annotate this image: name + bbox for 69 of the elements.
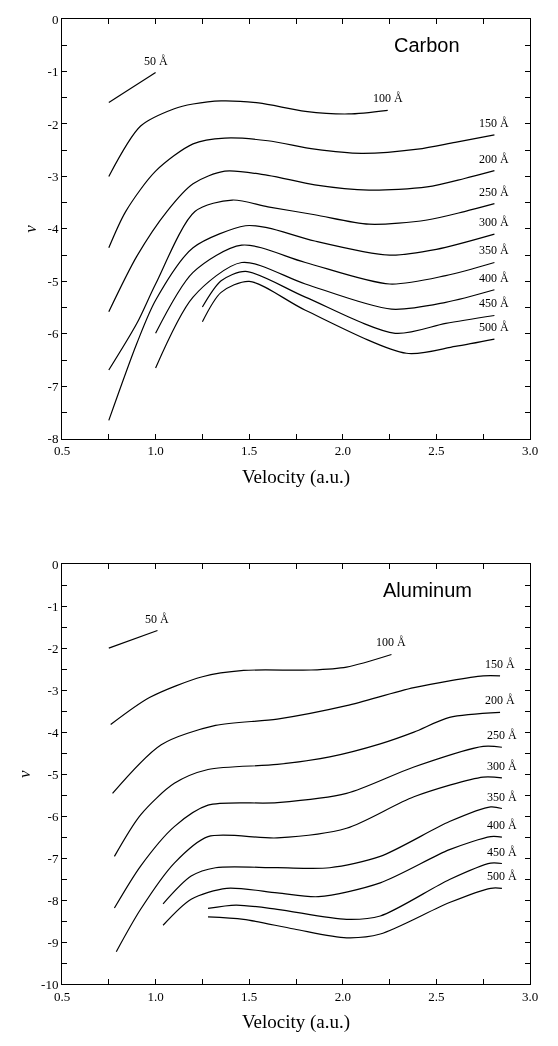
line-series [162,806,503,905]
x-tick-label: 2.0 [334,988,351,1004]
y-tick-label: -1 [47,598,59,614]
x-tick-label: 1.0 [147,443,164,459]
legend-label: 500 Å [479,320,509,334]
text: Carbon [394,34,460,56]
x-tick-label: 1.5 [241,443,258,459]
line-series [207,887,503,939]
line-series [155,244,496,334]
legend-label: 350 Å [487,790,517,804]
y-tick-label: -4 [47,221,59,237]
legend-label: 250 Å [487,728,517,742]
line-series [201,270,496,335]
x-tick-label: 1.0 [147,988,164,1004]
legend-label: 300 Å [487,759,517,773]
y-tick-label: -2 [47,640,59,656]
legend-label: 450 Å [479,296,509,310]
series-label: 250 Å [479,185,509,199]
line-series [108,224,496,422]
y-axis-title: ν [14,769,34,778]
x-tick-label: 3.0 [521,443,539,459]
line-series [108,100,389,178]
legend-label: 500 Å [487,869,517,883]
series-label: 50 Å [144,54,168,68]
y-axis-title: ν [21,224,41,233]
x-tick-label: 2.5 [428,443,445,459]
legend-label: 350 Å [479,243,509,257]
y-tick-label: -3 [47,682,59,698]
y-tick-label: -7 [47,850,59,866]
line-series [113,745,503,909]
series-label: 50 Å [145,612,169,626]
x-axis-title: Velocity (a.u.) [241,1011,351,1034]
series-label: 100 Å [373,91,403,105]
y-tick-label: -8 [47,892,59,908]
line-series [201,280,496,355]
series-label: 200 Å [485,693,515,707]
y-tick-label: -5 [47,273,59,289]
y-tick-label: -9 [47,934,59,950]
y-tick-label: -6 [47,326,59,342]
line-series [207,862,503,920]
legend-label: 300 Å [479,215,509,229]
x-tick-label: 2.0 [334,443,351,459]
x-tick-label: 1.5 [241,988,258,1004]
y-tick-label: -3 [47,168,59,184]
line-series [108,199,496,371]
text: Aluminum [383,579,472,601]
y-tick-label: -1 [47,64,59,80]
series-label: 100 Å [376,635,406,649]
line-series [115,776,503,953]
legend-label: 400 Å [479,271,509,285]
legend-label: 150 Å [485,657,515,671]
x-axis-title: Velocity (a.u.) [241,466,351,489]
y-tick-label: -2 [47,116,59,132]
x-tick-label: 2.5 [428,988,445,1004]
y-tick-label: 0 [51,11,59,27]
line-series [155,261,496,369]
series-label: 200 Å [479,152,509,166]
y-tick-label: -7 [47,378,59,394]
y-tick-label: 0 [51,556,59,572]
series-label: 400 Å [487,818,517,832]
line-series [162,835,503,926]
legend-label: 450 Å [487,845,517,859]
y-tick-label: -6 [47,808,59,824]
legend-label: 150 Å [479,116,509,130]
y-tick-label: -5 [47,766,59,782]
y-tick-label: -4 [47,724,59,740]
x-tick-label: 3.0 [521,988,539,1004]
line-series [108,170,496,313]
line-series [110,653,393,726]
